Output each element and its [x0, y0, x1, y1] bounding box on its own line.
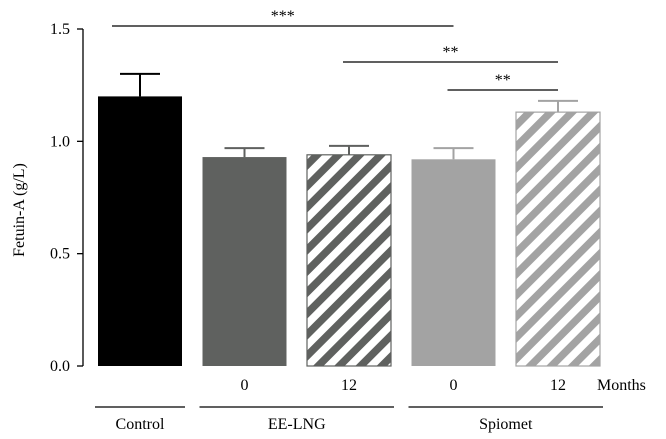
- significance-label-0: ***: [271, 8, 295, 25]
- y-axis-ticks: 0.0 0.5 1.0 1.5: [50, 21, 83, 375]
- y-tick-label-1: 0.5: [50, 246, 70, 263]
- group-label-1: EE-LNG: [268, 416, 326, 433]
- y-axis-label: Fetuin-A (g/L): [11, 163, 28, 257]
- significance-label-1: **: [443, 44, 459, 61]
- bar-eelng-12: [307, 155, 391, 366]
- bar-spiomet-12: [516, 112, 600, 366]
- significance-brackets: *******: [112, 8, 558, 90]
- y-tick-label-2: 1.0: [50, 133, 70, 150]
- y-tick-label-0: 0.0: [50, 358, 70, 375]
- bar-control: [98, 96, 182, 366]
- sublabel-eelng-0: 0: [241, 377, 249, 394]
- bar-eelng-0: [203, 157, 287, 366]
- group-label-2: Spiomet: [479, 416, 533, 433]
- y-tick-label-3: 1.5: [50, 21, 70, 38]
- bars: [98, 96, 600, 366]
- bar-spiomet-0: [412, 159, 496, 366]
- group-label-0: Control: [116, 416, 165, 433]
- x-axis-labels: 0 12 0 12 Control EE-LNG Spiomet: [95, 377, 603, 433]
- significance-label-2: **: [495, 72, 511, 89]
- months-axis-title: Months: [597, 377, 646, 394]
- sublabel-eelng-12: 12: [341, 377, 357, 394]
- sublabel-spiomet-12: 12: [550, 377, 566, 394]
- sublabel-spiomet-0: 0: [450, 377, 458, 394]
